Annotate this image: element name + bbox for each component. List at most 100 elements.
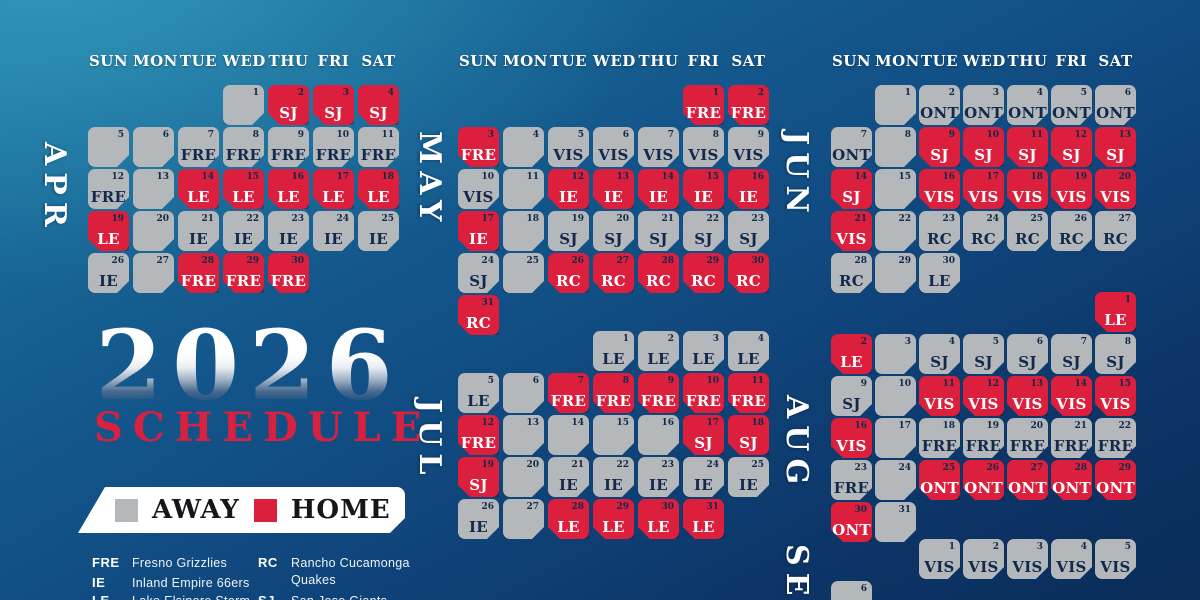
month-label-may: MAY: [412, 131, 447, 229]
day-number: 6: [860, 584, 867, 594]
calendar-cell: 24 SJ: [458, 253, 499, 293]
calendar-cell: 17 SJ: [683, 415, 724, 455]
day-header-row-left: SUN MON TUE WED THU FRI SAT: [88, 52, 399, 70]
day-number: 26: [481, 502, 494, 512]
calendar-cell: 3: [875, 334, 916, 374]
team-abbr: VIS: [463, 188, 494, 206]
team-abbr: FRE: [730, 104, 767, 122]
calendar-cell: 16 IE: [728, 169, 769, 209]
team-abbr: SJ: [694, 230, 713, 248]
day-number: 2: [297, 88, 304, 98]
team-abbr: SJ: [279, 104, 298, 122]
day-number: 20: [1030, 421, 1043, 431]
team-abbr: LE: [367, 188, 390, 206]
day-number: 10: [336, 130, 349, 140]
day-number: 6: [1124, 88, 1131, 98]
calendar-cell: 11 FRE: [358, 127, 399, 167]
calendar-cell: 13 IE: [593, 169, 634, 209]
day-number: 2: [667, 334, 674, 344]
calendar-cell: 10 VIS: [458, 169, 499, 209]
day-number: 1: [622, 334, 629, 344]
day-number: 28: [201, 256, 214, 266]
calendar-cell: 30 LE: [638, 499, 679, 539]
team-abbr: SJ: [369, 104, 388, 122]
day-number: 5: [1080, 88, 1087, 98]
calendar-cell: 17 IE: [458, 211, 499, 251]
day-number: 4: [1080, 542, 1087, 552]
team-abbr: VIS: [924, 558, 955, 576]
team-abbr: LE: [647, 518, 670, 536]
day-number: 23: [942, 214, 955, 224]
team-abbr: LE: [602, 350, 625, 368]
day-header-fri: FRI: [687, 52, 720, 70]
day-number: 9: [860, 379, 867, 389]
calendar-cell: 20: [133, 211, 174, 251]
calendar-cell: 21 SJ: [638, 211, 679, 251]
calendar-cell: 14 VIS: [1051, 376, 1092, 416]
calendar-cell: 16: [638, 415, 679, 455]
team-abbr: IE: [738, 476, 759, 494]
calendar-cell: 2 SJ: [268, 85, 309, 125]
calendar-cell: 8: [875, 127, 916, 167]
calendar-cell: 11 VIS: [919, 376, 960, 416]
day-number: 15: [246, 172, 259, 182]
calendar-cell: 18 VIS: [1007, 169, 1048, 209]
calendar-cell: 3 LE: [683, 331, 724, 371]
team-abbr: SJ: [649, 230, 668, 248]
team-abbr: SJ: [1062, 353, 1081, 371]
team-abbr: VIS: [688, 146, 719, 164]
day-number: 12: [481, 418, 494, 428]
team-abbr: ONT: [1096, 479, 1135, 497]
calendar-cell: 9 SJ: [831, 376, 872, 416]
calendar-cell: 21 IE: [178, 211, 219, 251]
calendar-cell: 26 RC: [1051, 211, 1092, 251]
team-abbr: VIS: [1100, 395, 1131, 413]
calendar-cell: 12 IE: [548, 169, 589, 209]
calendar-cell: 15: [593, 415, 634, 455]
calendar-cell: 3 ONT: [963, 85, 1004, 125]
day-number: 19: [481, 460, 494, 470]
day-number: 26: [986, 463, 999, 473]
day-number: 3: [904, 337, 911, 347]
calendar-cell: 11: [503, 169, 544, 209]
day-number: 11: [942, 379, 955, 389]
team-legend-abbr: SJ: [258, 593, 291, 600]
team-abbr: FRE: [180, 146, 217, 164]
team-legend-name: Rancho Cucamonga Quakes: [291, 556, 410, 587]
calendar-cell: 22: [875, 211, 916, 251]
team-abbr: RC: [970, 230, 996, 248]
team-legend-row: FRE Fresno Grizzlies: [92, 555, 272, 572]
team-abbr: SJ: [930, 353, 949, 371]
team-abbr: VIS: [968, 188, 999, 206]
calendar-cell: 10 FRE: [683, 373, 724, 413]
day-number: 7: [207, 130, 214, 140]
calendar-cell: 8 FRE: [223, 127, 264, 167]
day-header-tue: TUE: [549, 52, 588, 70]
calendar-cell: 16 LE: [268, 169, 309, 209]
calendar-cell: 2 ONT: [919, 85, 960, 125]
team-abbr: LE: [467, 392, 490, 410]
day-number: 5: [117, 130, 124, 140]
day-number: 16: [854, 421, 867, 431]
calendar-cell: 27 ONT: [1007, 460, 1048, 500]
calendar-cell: 4 VIS: [1051, 539, 1092, 579]
team-abbr: FRE: [730, 392, 767, 410]
team-abbr: FRE: [270, 146, 307, 164]
title-subtitle: SCHEDULE: [94, 404, 432, 451]
calendar-cell: 20 FRE: [1007, 418, 1048, 458]
day-number: 12: [1074, 130, 1087, 140]
calendar-cell: 17: [875, 418, 916, 458]
day-number: 26: [111, 256, 124, 266]
team-abbr: IE: [693, 476, 714, 494]
calendar-cell: 14 LE: [178, 169, 219, 209]
day-number: 31: [481, 298, 494, 308]
day-header-thu: THU: [1007, 52, 1048, 70]
day-header-mon: MON: [875, 52, 920, 70]
team-abbr: RC: [1014, 230, 1040, 248]
day-number: 11: [381, 130, 394, 140]
day-number: 14: [201, 172, 214, 182]
day-number: 5: [992, 337, 999, 347]
calendar-cell: 30 FRE: [268, 253, 309, 293]
day-number: 17: [481, 214, 494, 224]
calendar-cell: 19 FRE: [963, 418, 1004, 458]
